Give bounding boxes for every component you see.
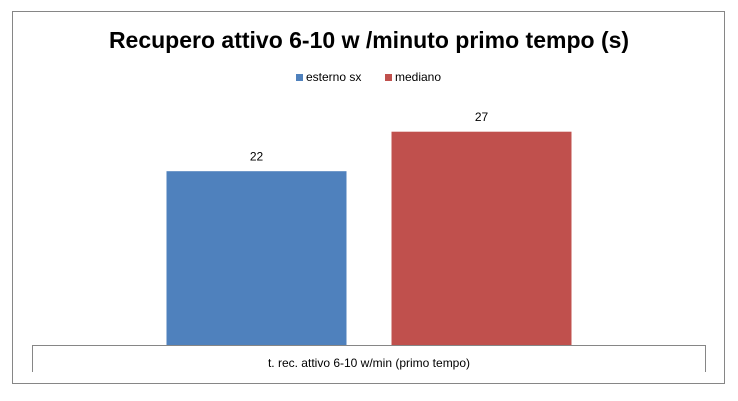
chart-title: Recupero attivo 6-10 w /minuto primo tem…: [109, 27, 629, 53]
value-label: 22: [250, 149, 264, 163]
legend-label: mediano: [395, 70, 441, 84]
bar: [166, 171, 347, 345]
x-tick-label: t. rec. attivo 6-10 w/min (primo tempo): [268, 356, 470, 370]
legend-swatch: [385, 74, 392, 81]
bar: [391, 131, 572, 345]
value-label: 27: [475, 110, 489, 124]
legend-label: esterno sx: [306, 70, 361, 84]
legend-swatch: [296, 74, 303, 81]
chart-border: [12, 11, 725, 384]
